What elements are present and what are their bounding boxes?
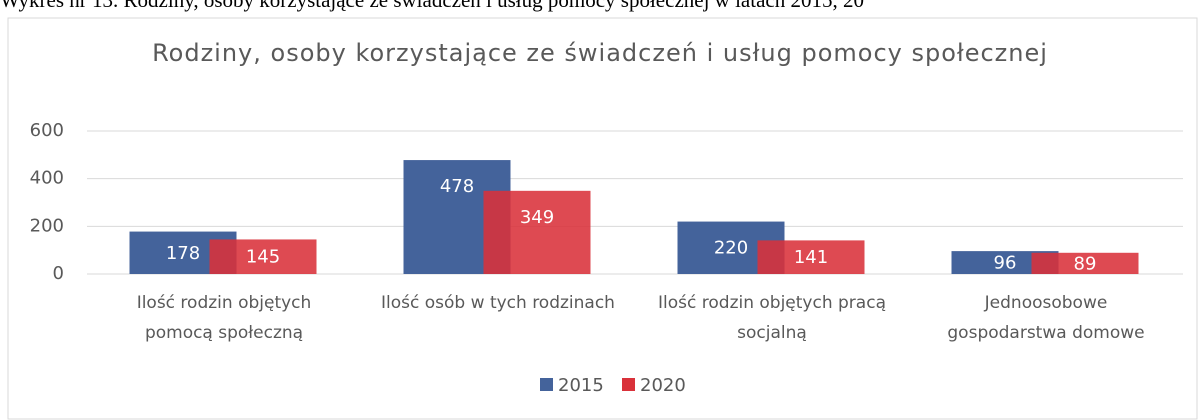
data-label: 89 [1074,253,1097,274]
y-tick-label: 0 [53,263,64,284]
data-label: 178 [166,243,200,264]
data-label: 96 [994,253,1017,274]
legend-label: 2015 [558,375,604,396]
x-tick-label: Ilość osób w tych rodzinach [381,293,615,313]
legend-swatch [540,378,553,391]
x-tick-label: Ilość rodzin objętych pracą socjalną [658,293,886,343]
data-label: 141 [794,247,828,268]
data-label: 145 [246,247,280,268]
y-tick-label: 200 [30,215,64,236]
bar [757,240,865,274]
bar [483,190,591,274]
data-label: 478 [440,176,474,197]
data-label: 349 [520,207,554,228]
y-tick-label: 400 [30,168,64,189]
legend-swatch [622,378,635,391]
data-label: 220 [714,238,748,259]
y-tick-label: 600 [30,120,64,141]
x-tick-label: Ilość rodzin objętych pomocą społeczną [136,293,312,343]
chart-title: Rodziny, osoby korzystające ze świadczeń… [152,39,1048,67]
bar [209,239,317,274]
legend-label: 2020 [640,375,686,396]
x-tick-label: Jednoosobowe gospodarstwa domowe [947,293,1145,343]
bar [1031,252,1139,274]
caption: Wykres nr 13. Rodziny, osoby korzystając… [0,0,864,12]
chart-border [7,17,1198,420]
